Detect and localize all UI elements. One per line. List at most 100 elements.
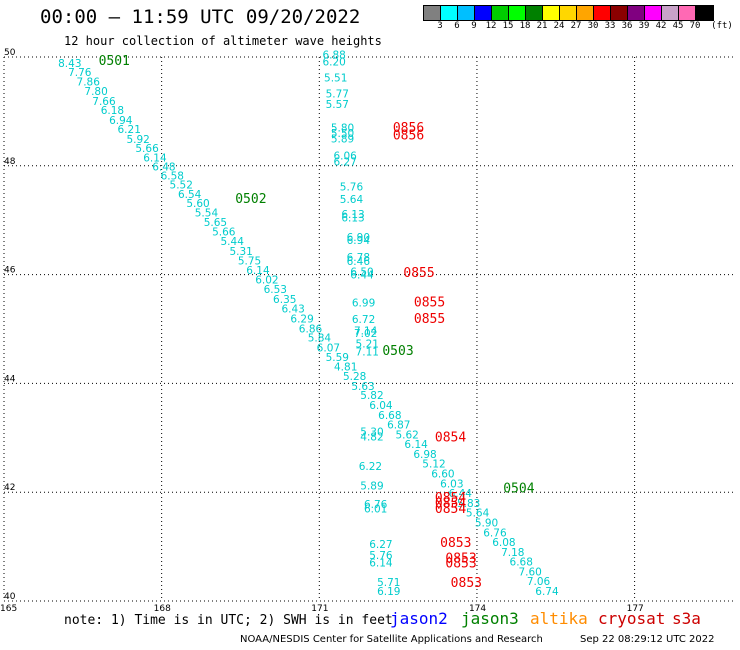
wave-height-value: 5.44: [221, 236, 245, 248]
wave-height-value: 5.84: [308, 333, 332, 345]
wave-height-colorbar: [423, 5, 714, 21]
wave-height-value: 6.04: [369, 400, 393, 412]
legend-jason3: jason3: [461, 609, 519, 628]
colorbar-swatch: [679, 6, 696, 20]
longitude-label: 165: [0, 604, 17, 614]
wave-height-value: 6.06: [333, 150, 357, 162]
wave-height-value: 5.52: [170, 180, 193, 192]
legend-s3a: s3a: [672, 609, 701, 628]
wave-height-value: 5.64: [466, 508, 490, 520]
latitude-label: 42: [4, 483, 15, 493]
wave-height-value: 7.06: [527, 576, 551, 588]
wave-height-value: 6.76: [483, 527, 507, 539]
wave-height-value: 8.43: [58, 58, 81, 70]
wave-height-value: 5.54: [195, 207, 219, 219]
latitude-label: 44: [4, 374, 16, 384]
pass-label: 0504: [503, 482, 534, 497]
wave-height-value: 6.02: [255, 274, 278, 286]
wave-height-value: 5.62: [395, 429, 418, 441]
wave-height-value: 6.03: [440, 478, 463, 490]
wave-height-value: 6.14: [143, 152, 167, 164]
colorbar-tick-label: 30: [587, 21, 599, 31]
wave-height-value: 6.07: [317, 342, 340, 354]
wave-height-value: 6.60: [431, 469, 454, 481]
cryosat-pass-label: 0856: [393, 129, 424, 144]
cryosat-pass-label: 0853: [445, 556, 476, 571]
colorbar-swatch: [475, 6, 492, 20]
wave-height-value: 5.75: [238, 255, 261, 267]
colorbar-swatch: [441, 6, 458, 20]
colorbar-swatch: [492, 6, 509, 20]
wave-height-value: 5.21: [356, 338, 379, 350]
wave-height-value: 6.88: [322, 50, 345, 62]
legend-jason2: jason2: [390, 609, 448, 628]
longitude-label: 174: [469, 604, 486, 614]
colorbar-swatch: [611, 6, 628, 20]
wave-height-value: 6.29: [290, 313, 313, 325]
wave-height-value: 6.86: [299, 323, 323, 335]
latitude-label: 46: [4, 266, 16, 276]
colorbar-swatch: [509, 6, 526, 20]
cryosat-pass-label: 0853: [451, 576, 482, 591]
colorbar-swatch: [526, 6, 543, 20]
colorbar-swatch: [543, 6, 560, 20]
wave-height-value: 6.14: [246, 265, 270, 277]
wave-height-value: 6.14: [369, 558, 393, 570]
longitude-label: 171: [311, 604, 328, 614]
wave-height-value: 5.77: [326, 88, 349, 100]
wave-height-value: 6.14: [404, 439, 428, 451]
wave-height-value: 5.80: [331, 123, 354, 135]
longitude-label: 168: [154, 604, 171, 614]
wave-height-value: 6.22: [359, 461, 382, 473]
wave-height-value: 5.92: [126, 134, 149, 146]
colorbar-tick-label: 39: [638, 21, 650, 31]
colorbar-swatch: [458, 6, 475, 20]
wave-height-value: 6.13: [341, 209, 364, 221]
colorbar-swatch: [594, 6, 611, 20]
latitude-label: 40: [4, 592, 16, 602]
wave-height-value: 6.87: [387, 420, 410, 432]
colorbar-tick-label: 27: [570, 21, 582, 31]
wave-height-value: 6.53: [264, 284, 287, 296]
wave-height-value: 5.76: [369, 550, 393, 562]
wave-height-value: 4.81: [334, 361, 357, 373]
wave-height-value: 5.76: [340, 181, 364, 193]
wave-height-value: 6.94: [109, 115, 133, 127]
wave-height-value: 6.27: [369, 539, 392, 551]
colorbar-swatch: [662, 6, 679, 20]
wave-height-value: 6.68: [378, 410, 401, 422]
wave-height-value: 5.31: [229, 246, 252, 258]
wave-height-value: 5.65: [204, 217, 227, 229]
colorbar-tick-label: 21: [536, 21, 548, 31]
colorbar-unit-label: (ft): [711, 21, 733, 31]
wave-height-value: 6.13: [341, 212, 364, 224]
wave-height-value: 6.18: [101, 105, 124, 117]
wave-height-value: 6.35: [273, 294, 296, 306]
wave-height-value: 6.76: [364, 499, 388, 511]
wave-height-value: 6.99: [352, 298, 375, 310]
colorbar-tick-label: 42: [655, 21, 667, 31]
pass-label: 0503: [382, 344, 413, 359]
wave-height-value: 6.54: [178, 189, 202, 201]
latitude-label: 48: [4, 157, 16, 167]
cryosat-pass-label: 0855: [403, 266, 434, 281]
colorbar-swatch: [628, 6, 645, 20]
wave-height-value: 5.66: [135, 143, 159, 155]
wave-height-value: 6.48: [152, 162, 175, 174]
colorbar-tick-label: 15: [502, 21, 514, 31]
wave-height-value: 6.58: [161, 170, 184, 182]
wave-height-value: 6.72: [352, 314, 375, 326]
cryosat-pass-label: 0854: [435, 496, 466, 511]
pass-label: 0501: [99, 54, 130, 69]
wave-height-value: 6.50: [350, 267, 373, 279]
wave-height-value: 5.89: [331, 133, 354, 145]
wave-height-value: 5.57: [326, 99, 349, 111]
colorbar-tick-label: 12: [485, 21, 497, 31]
legend-altika: altika: [530, 609, 588, 628]
wave-height-value: 5.71: [377, 577, 400, 589]
latitude-label: 50: [4, 48, 16, 58]
colorbar-tick-label: 70: [689, 21, 701, 31]
cryosat-pass-label: 0853: [440, 536, 471, 551]
colorbar-swatch: [696, 6, 713, 20]
